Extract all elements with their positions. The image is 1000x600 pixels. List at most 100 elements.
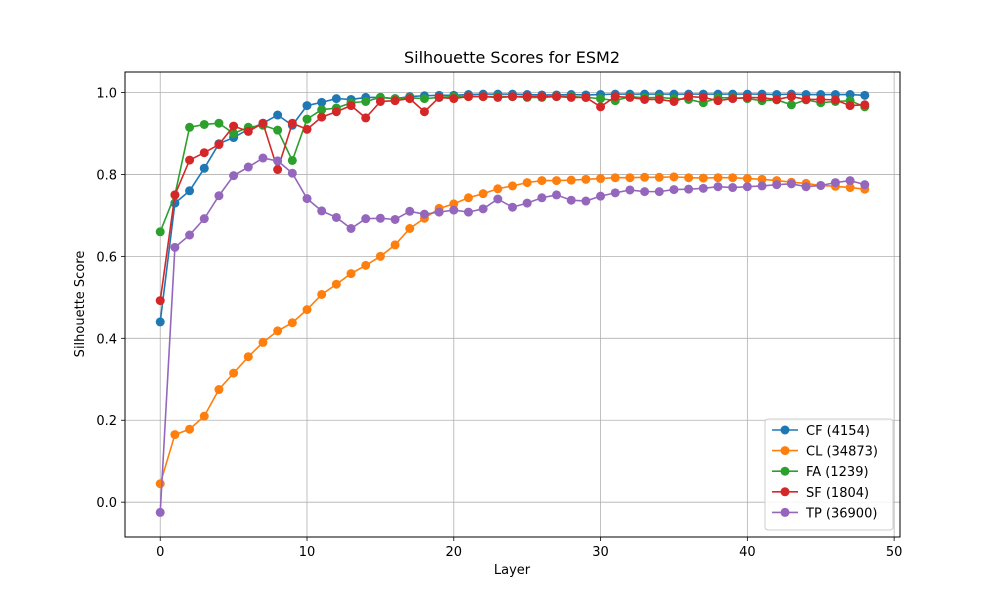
data-point [405, 206, 415, 216]
data-point [449, 94, 459, 104]
data-point [757, 174, 767, 184]
data-point [199, 163, 209, 173]
data-point [199, 214, 209, 224]
data-point [155, 317, 165, 327]
data-point [845, 183, 855, 193]
data-point [772, 180, 782, 190]
data-point [728, 173, 738, 183]
data-point [786, 179, 796, 189]
data-point [801, 182, 811, 192]
legend-label: CF (4154) [806, 424, 870, 439]
legend-marker [780, 487, 790, 497]
data-point [522, 178, 532, 188]
data-point [610, 92, 620, 102]
y-tick-label: 0.4 [96, 332, 117, 347]
data-point [522, 198, 532, 208]
data-point [419, 94, 429, 104]
data-point [654, 94, 664, 104]
data-point [185, 230, 195, 240]
x-axis-label: Layer [494, 563, 531, 578]
data-point [361, 113, 371, 123]
data-point [361, 96, 371, 106]
data-point [742, 92, 752, 102]
data-point [405, 94, 415, 104]
series-4 [155, 153, 870, 517]
data-point [478, 92, 488, 102]
data-point [508, 202, 517, 212]
data-point [669, 172, 679, 182]
ticks: 0 10 20 30 40 50 0.0 0.2 0.4 0.6 0.8 1.0 [96, 86, 902, 560]
data-point [390, 214, 400, 224]
data-point [317, 289, 327, 299]
data-point [860, 180, 870, 190]
data-point [816, 180, 826, 190]
data-point [273, 110, 283, 120]
data-point [375, 213, 385, 223]
data-point [302, 194, 312, 204]
data-point [317, 97, 327, 107]
data-point [317, 112, 327, 122]
data-point [566, 195, 576, 205]
data-point [596, 174, 606, 184]
data-point [317, 206, 327, 216]
data-point [537, 176, 547, 186]
series-3 [155, 92, 870, 306]
data-point [816, 94, 826, 104]
data-point [463, 92, 473, 102]
data-point [698, 92, 708, 102]
legend-box [764, 418, 894, 531]
data-point [610, 188, 620, 198]
data-point [155, 227, 165, 237]
data-point [390, 240, 400, 250]
data-point [845, 176, 855, 186]
plot-frame [124, 71, 901, 538]
data-point [449, 205, 459, 215]
data-point [684, 173, 694, 183]
data-point [214, 140, 224, 150]
data-point [155, 296, 165, 306]
data-point [566, 92, 576, 102]
data-point [287, 318, 297, 328]
data-point [610, 173, 620, 183]
data-point [522, 92, 532, 102]
data-point [713, 182, 723, 192]
data-point [287, 168, 297, 178]
data-point [860, 90, 870, 100]
data-point [537, 193, 547, 203]
data-point [375, 251, 385, 261]
x-tick-label: 50 [886, 545, 903, 560]
y-tick-label: 0.2 [96, 414, 117, 429]
legend-label: SF (1804) [806, 486, 869, 501]
data-point [830, 95, 840, 105]
data-point [713, 173, 723, 183]
data-point [669, 96, 679, 106]
data-point [214, 385, 224, 395]
data-point [625, 173, 635, 183]
data-point [331, 94, 341, 104]
data-point [434, 92, 444, 102]
data-point [596, 102, 606, 112]
data-point [287, 118, 297, 128]
data-point [684, 92, 694, 102]
data-point [801, 94, 811, 104]
data-point [185, 155, 195, 165]
data-point [478, 204, 488, 214]
y-tick-label: 0.8 [96, 168, 117, 183]
data-point [273, 125, 283, 135]
data-point [596, 191, 606, 201]
data-point [170, 190, 180, 200]
data-point [155, 479, 165, 489]
data-point [845, 101, 855, 111]
data-point [552, 176, 562, 186]
data-point [669, 185, 679, 195]
data-point [258, 337, 268, 347]
data-point [698, 183, 708, 193]
data-point [331, 107, 341, 117]
x-tick-label: 0 [156, 545, 164, 560]
series-1 [155, 172, 870, 489]
data-point [625, 92, 635, 102]
data-point [713, 96, 723, 106]
data-point [463, 207, 473, 217]
data-point [419, 209, 429, 219]
x-tick-label: 30 [592, 545, 609, 560]
